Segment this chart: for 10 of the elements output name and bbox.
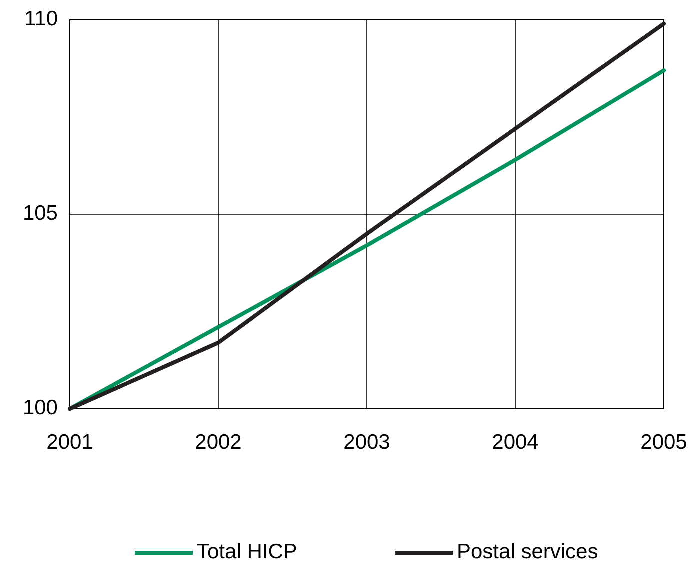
y-tick-label: 100 (22, 396, 58, 420)
y-tick-label: 105 (22, 202, 58, 226)
x-tick-label: 2005 (640, 431, 688, 454)
legend-label: Postal services (457, 540, 598, 564)
legend-label: Total HICP (197, 540, 298, 564)
x-tick-label: 2004 (492, 431, 540, 454)
y-tick-label: 110 (24, 8, 58, 31)
x-tick-label: 2002 (195, 431, 242, 454)
x-tick-label: 2003 (344, 431, 390, 454)
x-tick-label: 2001 (46, 431, 94, 454)
